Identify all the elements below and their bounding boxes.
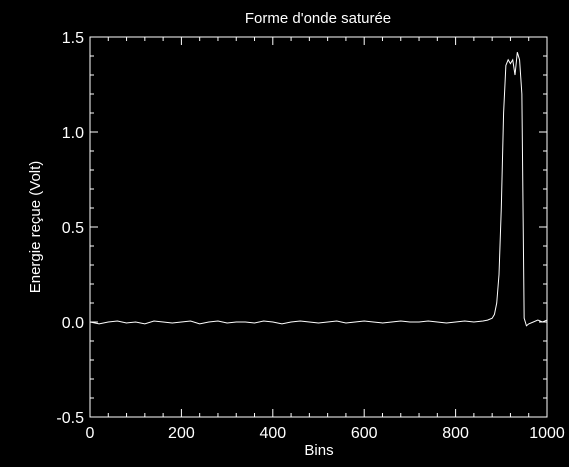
tick-labels: 0 200 400 600 800 1000 -0.5 0.0 0.5 1.0 1.5	[56, 30, 564, 442]
chart-title: Forme d'onde saturée	[245, 10, 391, 27]
axis-ticks	[89, 36, 548, 418]
y-tick-label: 0.5	[62, 220, 84, 237]
y-tick-label: -0.5	[56, 410, 84, 427]
x-tick-label: 0	[86, 425, 95, 442]
x-axis-label: Bins	[304, 442, 333, 459]
x-tick-label: 600	[351, 425, 378, 442]
series-line	[89, 52, 548, 327]
y-tick-label: 1.0	[62, 125, 84, 142]
x-tick-label: 400	[259, 425, 286, 442]
x-tick-label: 200	[168, 425, 195, 442]
x-tick-label: 800	[442, 425, 469, 442]
y-axis-label: Energie reçue (Volt)	[27, 161, 44, 294]
y-tick-label: 0.0	[62, 315, 84, 332]
x-tick-label: 1000	[529, 425, 565, 442]
plot-frame	[89, 36, 548, 418]
y-tick-label: 1.5	[62, 30, 84, 47]
